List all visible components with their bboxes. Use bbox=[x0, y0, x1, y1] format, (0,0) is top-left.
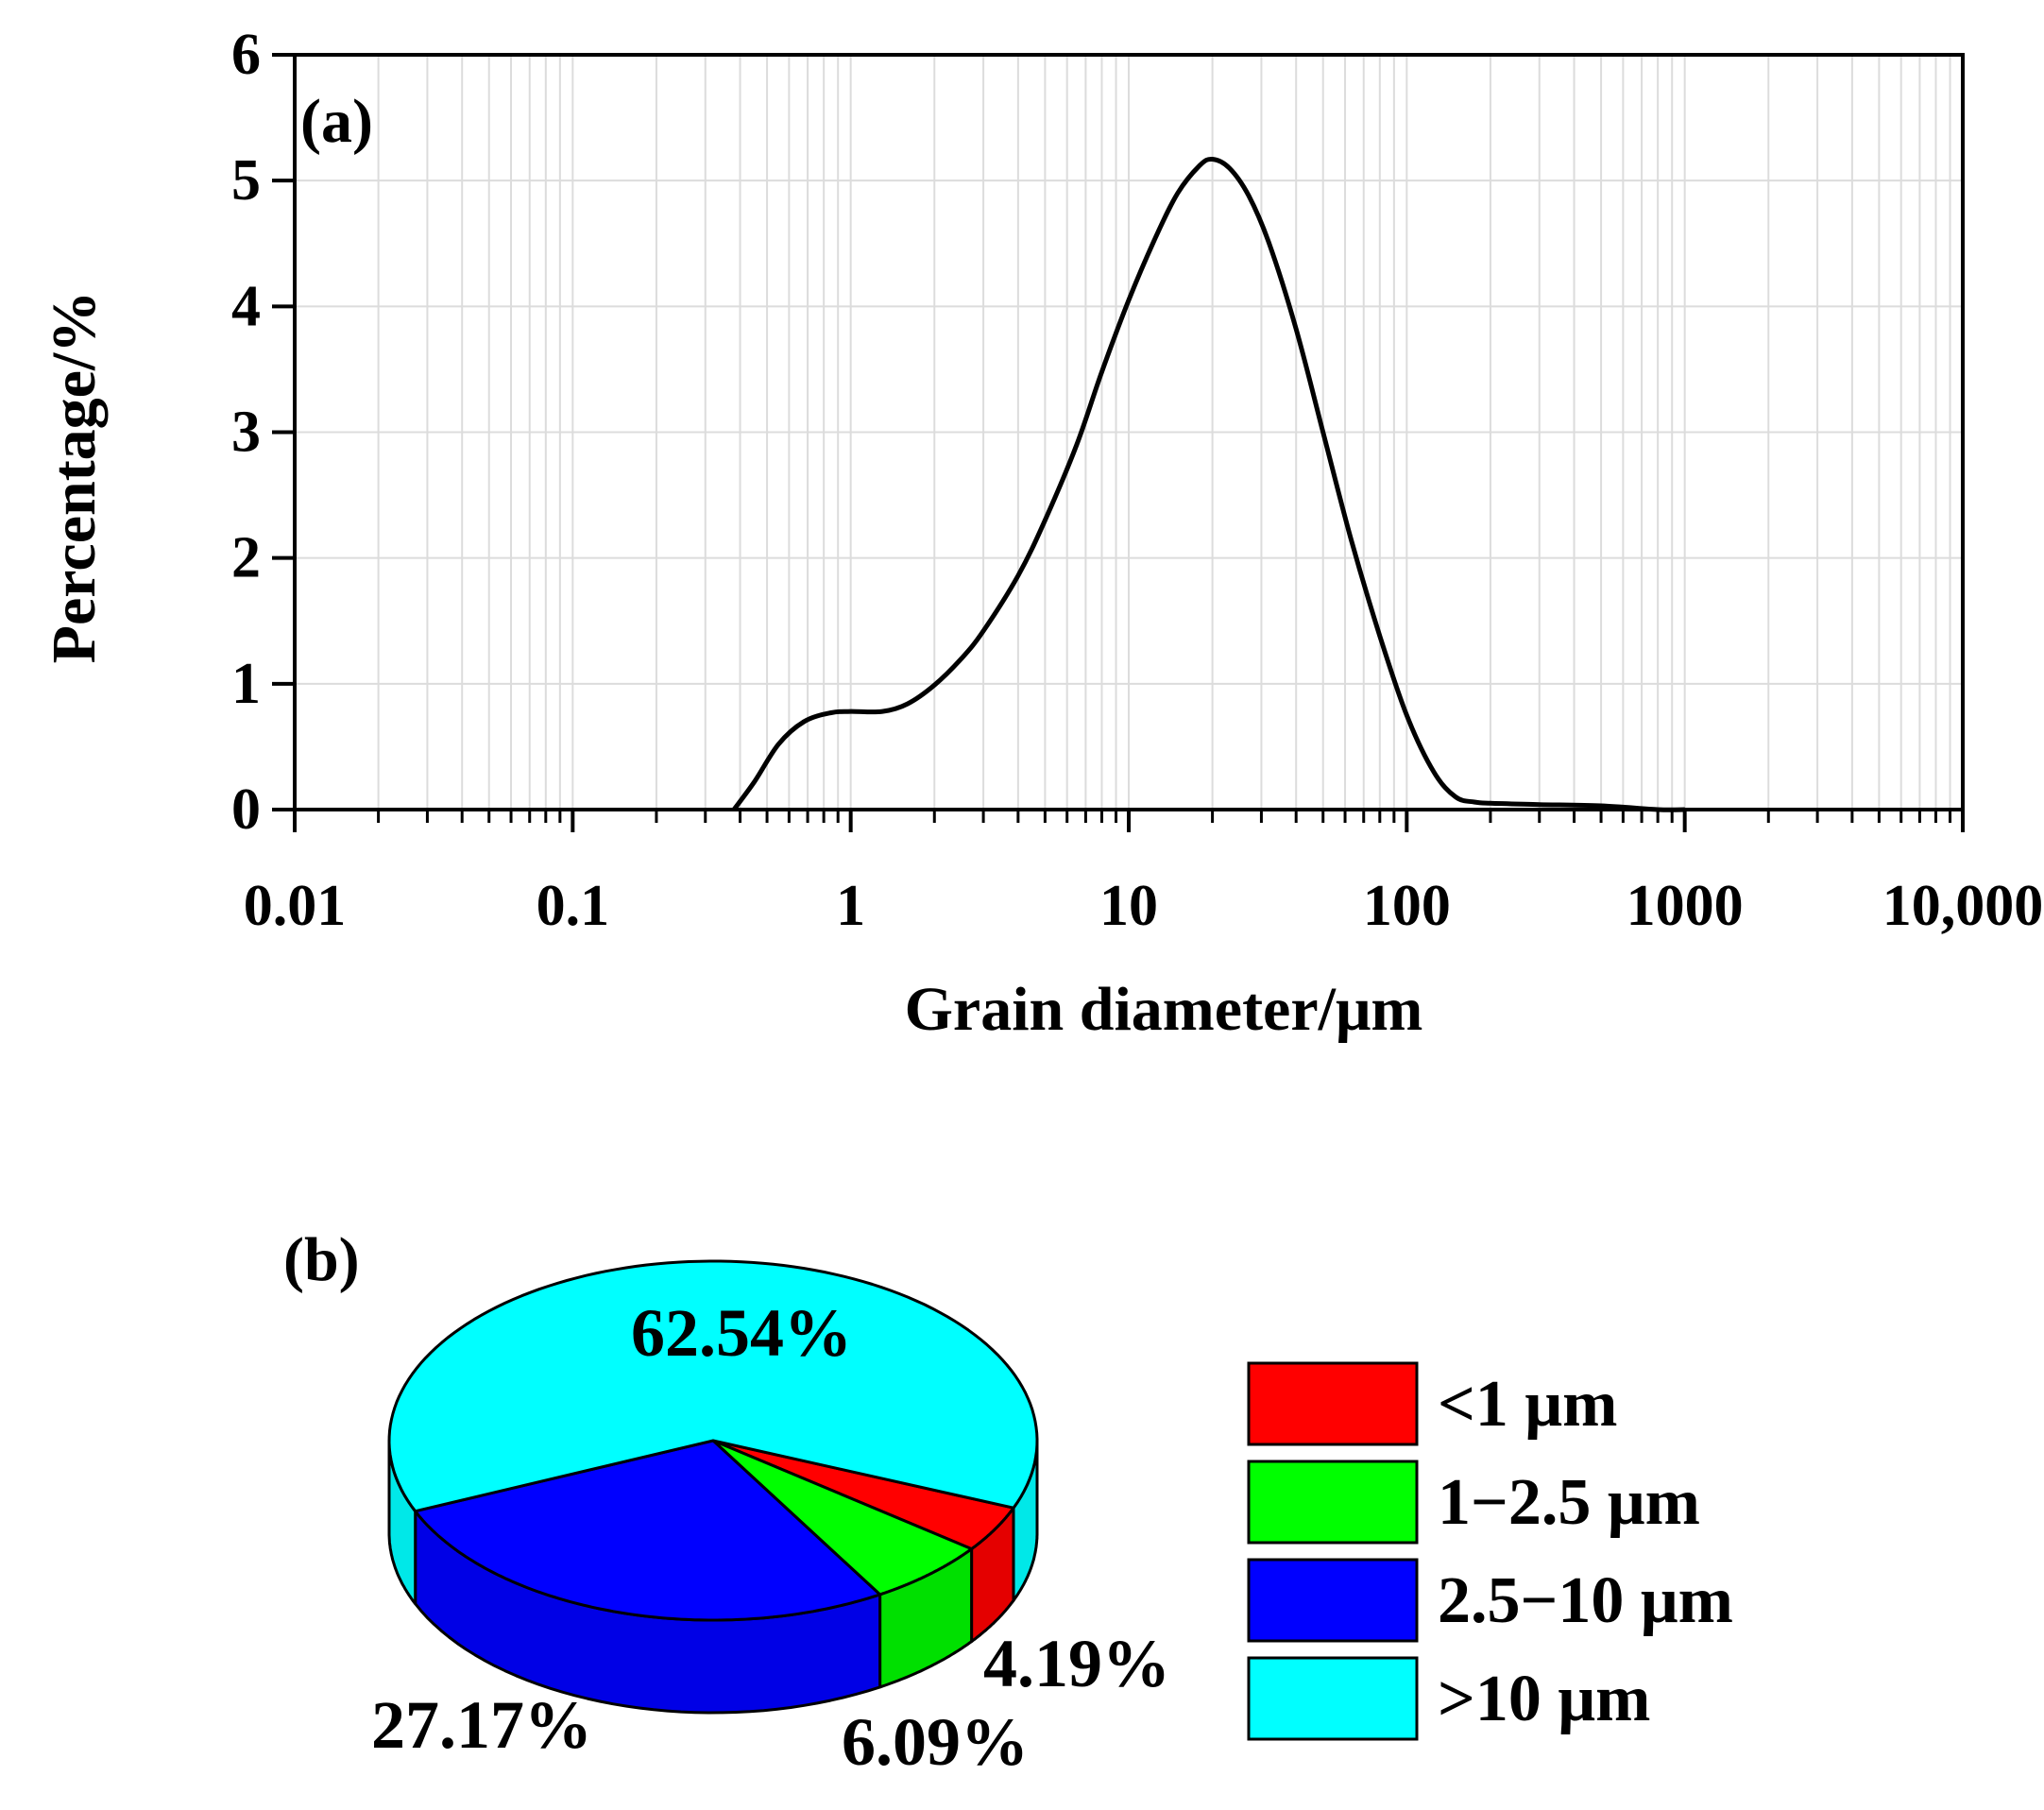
panel-a-line-chart: 0.01 0.1 1 10 100 1000 10,000 0 1 2 3 4 5 6 (a) Grai… bbox=[40, 23, 2043, 1044]
legend-label: 2.5−10 μm bbox=[1438, 1564, 1733, 1637]
legend-swatch bbox=[1247, 1460, 1419, 1545]
pie-slice bbox=[711, 1439, 974, 1597]
legend-label: 1−2.5 μm bbox=[1438, 1466, 1700, 1539]
x-axis-title: Grain diameter/μm bbox=[905, 975, 1423, 1044]
pie-slice-label: 62.54% bbox=[631, 1295, 852, 1371]
pie-slice bbox=[414, 1439, 882, 1622]
y-tick-label: 5 bbox=[231, 148, 261, 213]
legend-swatch bbox=[1247, 1361, 1419, 1446]
plot-frame bbox=[293, 53, 1965, 811]
y-tick-label: 2 bbox=[231, 526, 261, 590]
panel-b-pie-chart: (b) 4.19%6.09% 27.17% 62.54% <1 μm 1−2.5 μm… bbox=[283, 1225, 1733, 1780]
x-tick-label: 0.1 bbox=[537, 874, 610, 938]
x-tick-labels: 0.01 0.1 1 10 100 1000 10,000 bbox=[244, 874, 2044, 938]
x-tick-label: 1 bbox=[836, 874, 865, 938]
legend-swatch bbox=[1247, 1656, 1419, 1741]
pie-slice-label: 6.09% bbox=[842, 1704, 1029, 1780]
y-tick-label: 0 bbox=[231, 777, 261, 842]
y-tick-label: 1 bbox=[231, 652, 261, 716]
axes bbox=[272, 53, 1965, 832]
x-tick-label: 0.01 bbox=[244, 874, 347, 938]
legend: <1 μm 1−2.5 μm 2.5−10 μm >10 μm bbox=[1247, 1361, 1733, 1741]
panel-b-label: (b) bbox=[283, 1225, 360, 1294]
x-tick-label: 10 bbox=[1099, 874, 1158, 938]
panel-a-label: (a) bbox=[300, 87, 373, 156]
legend-label: <1 μm bbox=[1438, 1368, 1617, 1441]
y-tick-label: 4 bbox=[231, 274, 261, 338]
y-axis-title: Percentage/% bbox=[40, 291, 109, 664]
pie-slice-label: 4.19% bbox=[983, 1626, 1170, 1701]
curve-layer bbox=[731, 156, 1685, 812]
legend-swatch bbox=[1247, 1558, 1419, 1643]
pie-slice-label: 27.17% bbox=[371, 1687, 592, 1763]
pie-slice bbox=[387, 1259, 1039, 1513]
y-tick-label: 3 bbox=[231, 401, 261, 465]
y-tick-label: 6 bbox=[231, 23, 261, 87]
grid-lines bbox=[295, 55, 1963, 810]
legend-label: >10 μm bbox=[1438, 1663, 1650, 1735]
x-tick-label: 1000 bbox=[1627, 874, 1744, 938]
x-tick-label: 100 bbox=[1363, 874, 1451, 938]
y-tick-labels: 0 1 2 3 4 5 6 bbox=[231, 23, 261, 842]
pie-labels: 4.19%6.09% 27.17% 62.54% bbox=[371, 1295, 1170, 1780]
series-line bbox=[731, 156, 1685, 812]
x-tick-label: 10,000 bbox=[1882, 874, 2044, 938]
pie-layer bbox=[387, 1259, 1039, 1715]
pie-slice bbox=[711, 1439, 1015, 1551]
